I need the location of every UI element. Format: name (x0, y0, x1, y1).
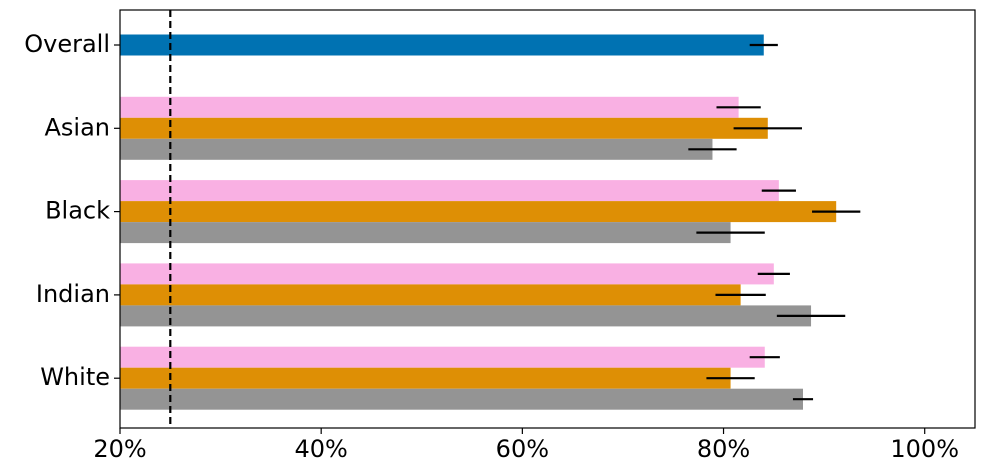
bar (120, 305, 812, 327)
y-tick-label: Asian (44, 113, 110, 141)
bar (120, 180, 779, 202)
y-tick-label: White (40, 363, 110, 391)
bar (120, 346, 765, 368)
plot-frame (119, 9, 976, 429)
x-tick-label: 40% (295, 435, 348, 463)
bar (120, 117, 768, 139)
bar (120, 201, 837, 223)
y-tick-label: Indian (36, 280, 110, 308)
y-tick-label: Black (45, 197, 110, 225)
bar (120, 138, 713, 160)
y-tick-label: Overall (24, 30, 110, 58)
x-tick-label: 60% (496, 435, 549, 463)
bar (120, 222, 731, 244)
x-tick-label: 100% (890, 435, 959, 463)
bar (120, 367, 731, 389)
x-tick-label: 20% (93, 435, 146, 463)
bar (120, 34, 764, 56)
bar (120, 388, 803, 410)
bar (120, 284, 741, 306)
bar (120, 263, 774, 285)
bar (120, 96, 739, 118)
x-tick-label: 80% (697, 435, 750, 463)
